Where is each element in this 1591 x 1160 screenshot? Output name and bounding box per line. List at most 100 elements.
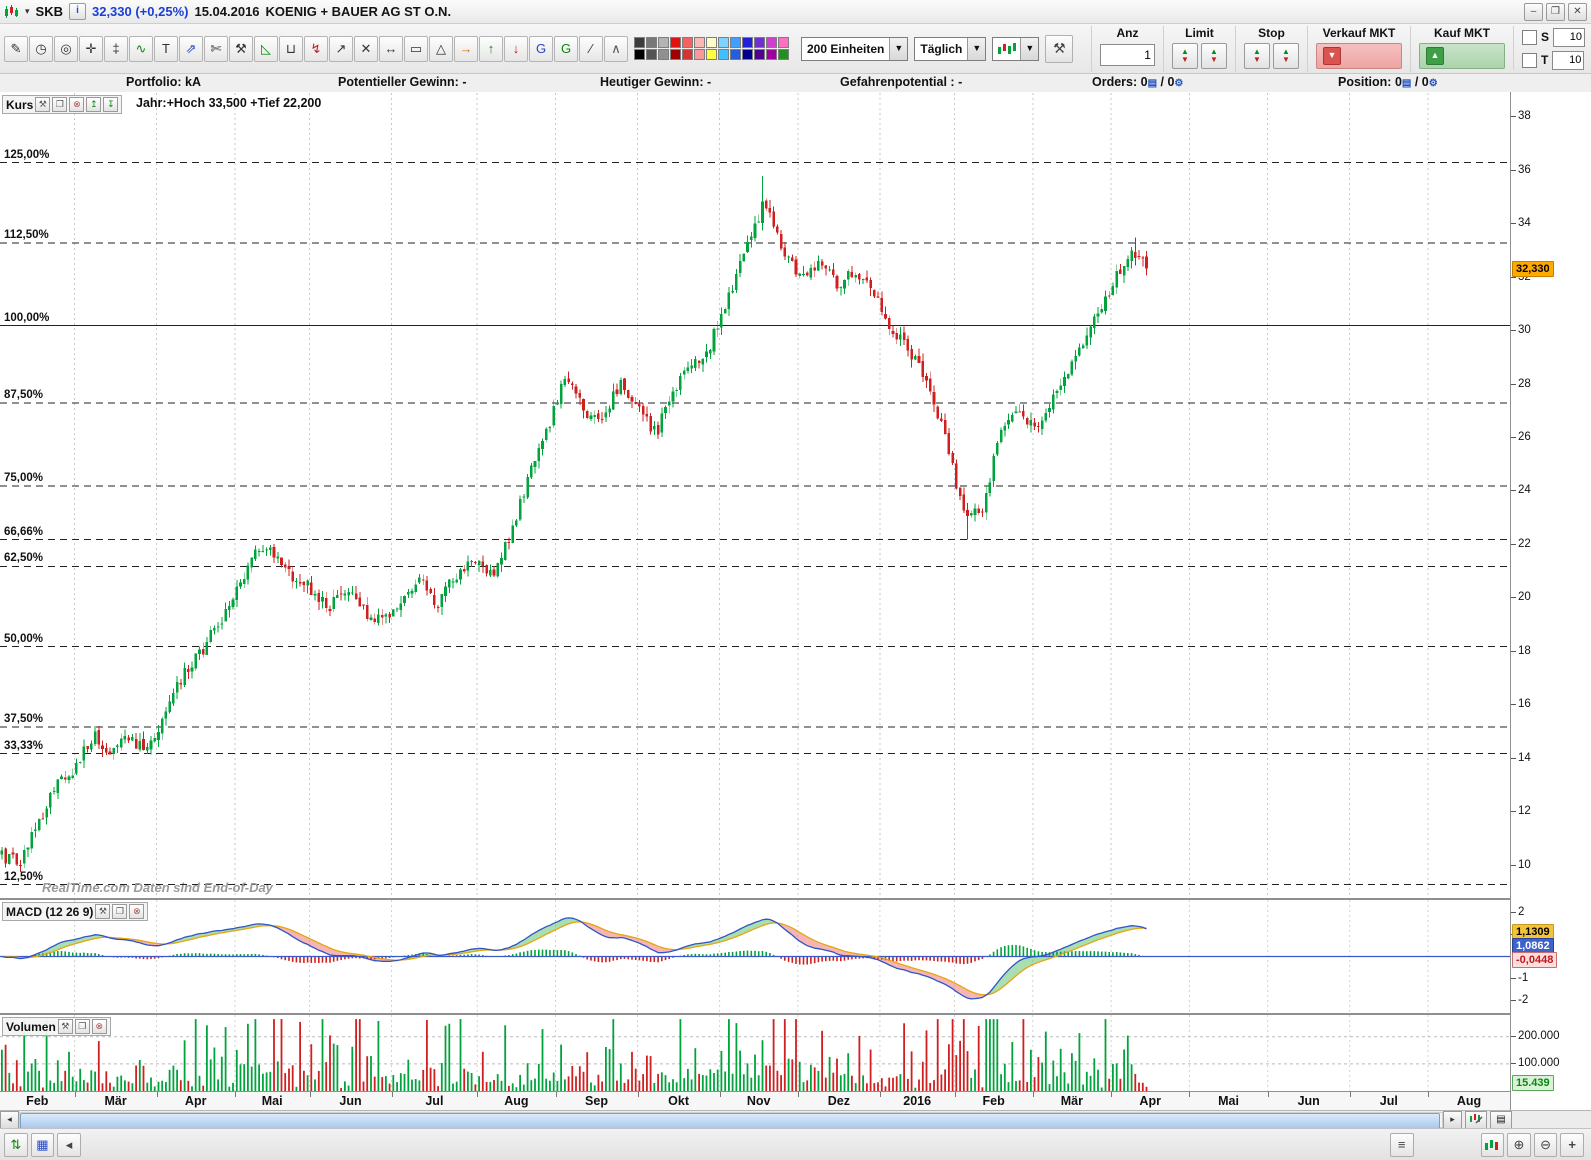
retracement-icon[interactable]: ↯: [304, 35, 328, 62]
close-icon[interactable]: ✕: [1568, 3, 1587, 21]
trash-icon[interactable]: ⊔: [279, 35, 303, 62]
print-icon[interactable]: ▤: [1490, 1111, 1512, 1129]
s-value-input[interactable]: [1553, 27, 1585, 47]
menu-icon[interactable]: ≡: [1389, 1132, 1414, 1157]
color-swatch[interactable]: [730, 49, 741, 60]
color-swatch[interactable]: [646, 49, 657, 60]
scroll-left-icon[interactable]: ◂: [0, 1111, 19, 1129]
fan-icon[interactable]: ◺: [254, 35, 278, 62]
color-swatch[interactable]: [658, 37, 669, 48]
orders-list-icon[interactable]: ▤: [1147, 78, 1158, 89]
triangle-tool-icon[interactable]: △: [429, 35, 453, 62]
elliott-icon[interactable]: ∧: [604, 35, 628, 62]
window-icon[interactable]: ❐: [112, 904, 128, 919]
chevron-down-icon[interactable]: ▼: [889, 37, 908, 60]
color-swatch[interactable]: [634, 37, 645, 48]
color-swatch[interactable]: [718, 37, 729, 48]
maximize-icon[interactable]: ❐: [1546, 3, 1565, 21]
color-swatch[interactable]: [730, 37, 741, 48]
volume-chart[interactable]: [0, 1015, 1510, 1091]
candle-chart-icon[interactable]: [1480, 1132, 1505, 1157]
color-swatch[interactable]: [766, 49, 777, 60]
text-tool-icon[interactable]: T: [154, 35, 178, 62]
gd-blue-icon[interactable]: G: [529, 35, 553, 62]
forward-arrow-icon[interactable]: →: [454, 35, 478, 62]
scroll-right-icon[interactable]: ▸: [1443, 1111, 1462, 1129]
previous-icon[interactable]: ◂: [57, 1132, 81, 1157]
wrench-icon[interactable]: ⚒: [1045, 34, 1074, 63]
minimize-icon[interactable]: –: [1524, 3, 1543, 21]
wrench-icon[interactable]: ⚒: [35, 97, 51, 112]
scrollbar-track[interactable]: [19, 1112, 1443, 1129]
quantity-input[interactable]: [1099, 43, 1155, 66]
info-icon[interactable]: i: [68, 3, 86, 20]
scissors-icon[interactable]: ✄: [204, 35, 228, 62]
slash-tool-icon[interactable]: ∕: [579, 35, 603, 62]
diagonal-arrows-icon[interactable]: ⇗: [179, 35, 203, 62]
stop-buy-stepper[interactable]: ▲ ▼: [1243, 42, 1270, 69]
color-swatch[interactable]: [754, 49, 765, 60]
position-list-icon[interactable]: ▤: [1401, 78, 1412, 89]
chart-edit-icon[interactable]: [1465, 1111, 1487, 1129]
arrow-down-icon[interactable]: ↓: [504, 35, 528, 62]
orders-gear-icon[interactable]: ⚙: [1174, 78, 1184, 89]
grid-view-icon[interactable]: ▦: [30, 1132, 55, 1157]
symbol-dropdown-icon[interactable]: ▾: [25, 6, 30, 16]
color-swatch[interactable]: [694, 37, 705, 48]
color-swatch[interactable]: [694, 49, 705, 60]
buy-market-button[interactable]: ▲: [1418, 42, 1505, 69]
color-swatch[interactable]: [670, 49, 681, 60]
wrench-icon[interactable]: ⚒: [95, 904, 111, 919]
s-checkbox[interactable]: [1521, 29, 1537, 45]
color-swatch[interactable]: [706, 49, 717, 60]
period-dropdown[interactable]: Täglich ▼: [914, 36, 987, 61]
color-swatch[interactable]: [754, 37, 765, 48]
zoom-out-icon[interactable]: ⊖: [1533, 1132, 1558, 1157]
color-swatch[interactable]: [682, 49, 693, 60]
color-swatch[interactable]: [646, 37, 657, 48]
macd-chart[interactable]: [0, 900, 1510, 1013]
chevron-down-icon[interactable]: ▼: [967, 37, 986, 60]
color-swatch[interactable]: [778, 49, 789, 60]
erase-line-icon[interactable]: ✕: [354, 35, 378, 62]
scrollbar-thumb[interactable]: [20, 1113, 1440, 1129]
color-swatch[interactable]: [670, 37, 681, 48]
close-icon[interactable]: ⊗: [129, 904, 145, 919]
alarm-icon[interactable]: ◷: [29, 35, 53, 62]
color-swatch[interactable]: [766, 37, 777, 48]
move-up-icon[interactable]: ↥: [86, 97, 102, 112]
limit-sell-stepper[interactable]: ▲ ▼: [1200, 42, 1227, 69]
color-swatch[interactable]: [634, 49, 645, 60]
window-icon[interactable]: ❐: [52, 97, 68, 112]
color-swatch[interactable]: [706, 37, 717, 48]
tools-icon[interactable]: ⚒: [229, 35, 253, 62]
t-checkbox[interactable]: [1521, 52, 1537, 68]
color-swatch[interactable]: [742, 37, 753, 48]
window-icon[interactable]: ❐: [74, 1019, 90, 1034]
close-icon[interactable]: ⊗: [69, 97, 85, 112]
trendline-icon[interactable]: ↗: [329, 35, 353, 62]
color-swatch[interactable]: [682, 37, 693, 48]
sell-market-button[interactable]: ▼: [1315, 42, 1402, 69]
chevron-down-icon[interactable]: ▼: [1020, 37, 1039, 60]
position-gear-icon[interactable]: ⚙: [1428, 78, 1438, 89]
trend-channel-icon[interactable]: ∿: [129, 35, 153, 62]
add-icon[interactable]: +: [1560, 1132, 1584, 1157]
limit-buy-stepper[interactable]: ▲ ▼: [1171, 42, 1198, 69]
candlestick-chart[interactable]: [0, 93, 1510, 898]
color-swatch[interactable]: [742, 49, 753, 60]
arrow-up-icon[interactable]: ↑: [479, 35, 503, 62]
chart-type-dropdown[interactable]: ▼: [992, 36, 1040, 61]
zoom-in-icon[interactable]: ⊕: [1507, 1132, 1531, 1157]
close-icon[interactable]: ⊗: [91, 1019, 107, 1034]
measure-icon[interactable]: ‡: [104, 35, 128, 62]
rectangle-tool-icon[interactable]: ▭: [404, 35, 428, 62]
zoom-tool-icon[interactable]: ◎: [54, 35, 78, 62]
units-dropdown[interactable]: 200 Einheiten ▼: [801, 36, 909, 61]
sort-arrows-icon[interactable]: ⇅: [4, 1132, 28, 1157]
color-swatch[interactable]: [778, 37, 789, 48]
crosshair-icon[interactable]: ✛: [79, 35, 103, 62]
horizontal-line-icon[interactable]: ↔: [379, 35, 403, 62]
gd-green-icon[interactable]: G: [554, 35, 578, 62]
wrench-icon[interactable]: ⚒: [57, 1019, 73, 1034]
